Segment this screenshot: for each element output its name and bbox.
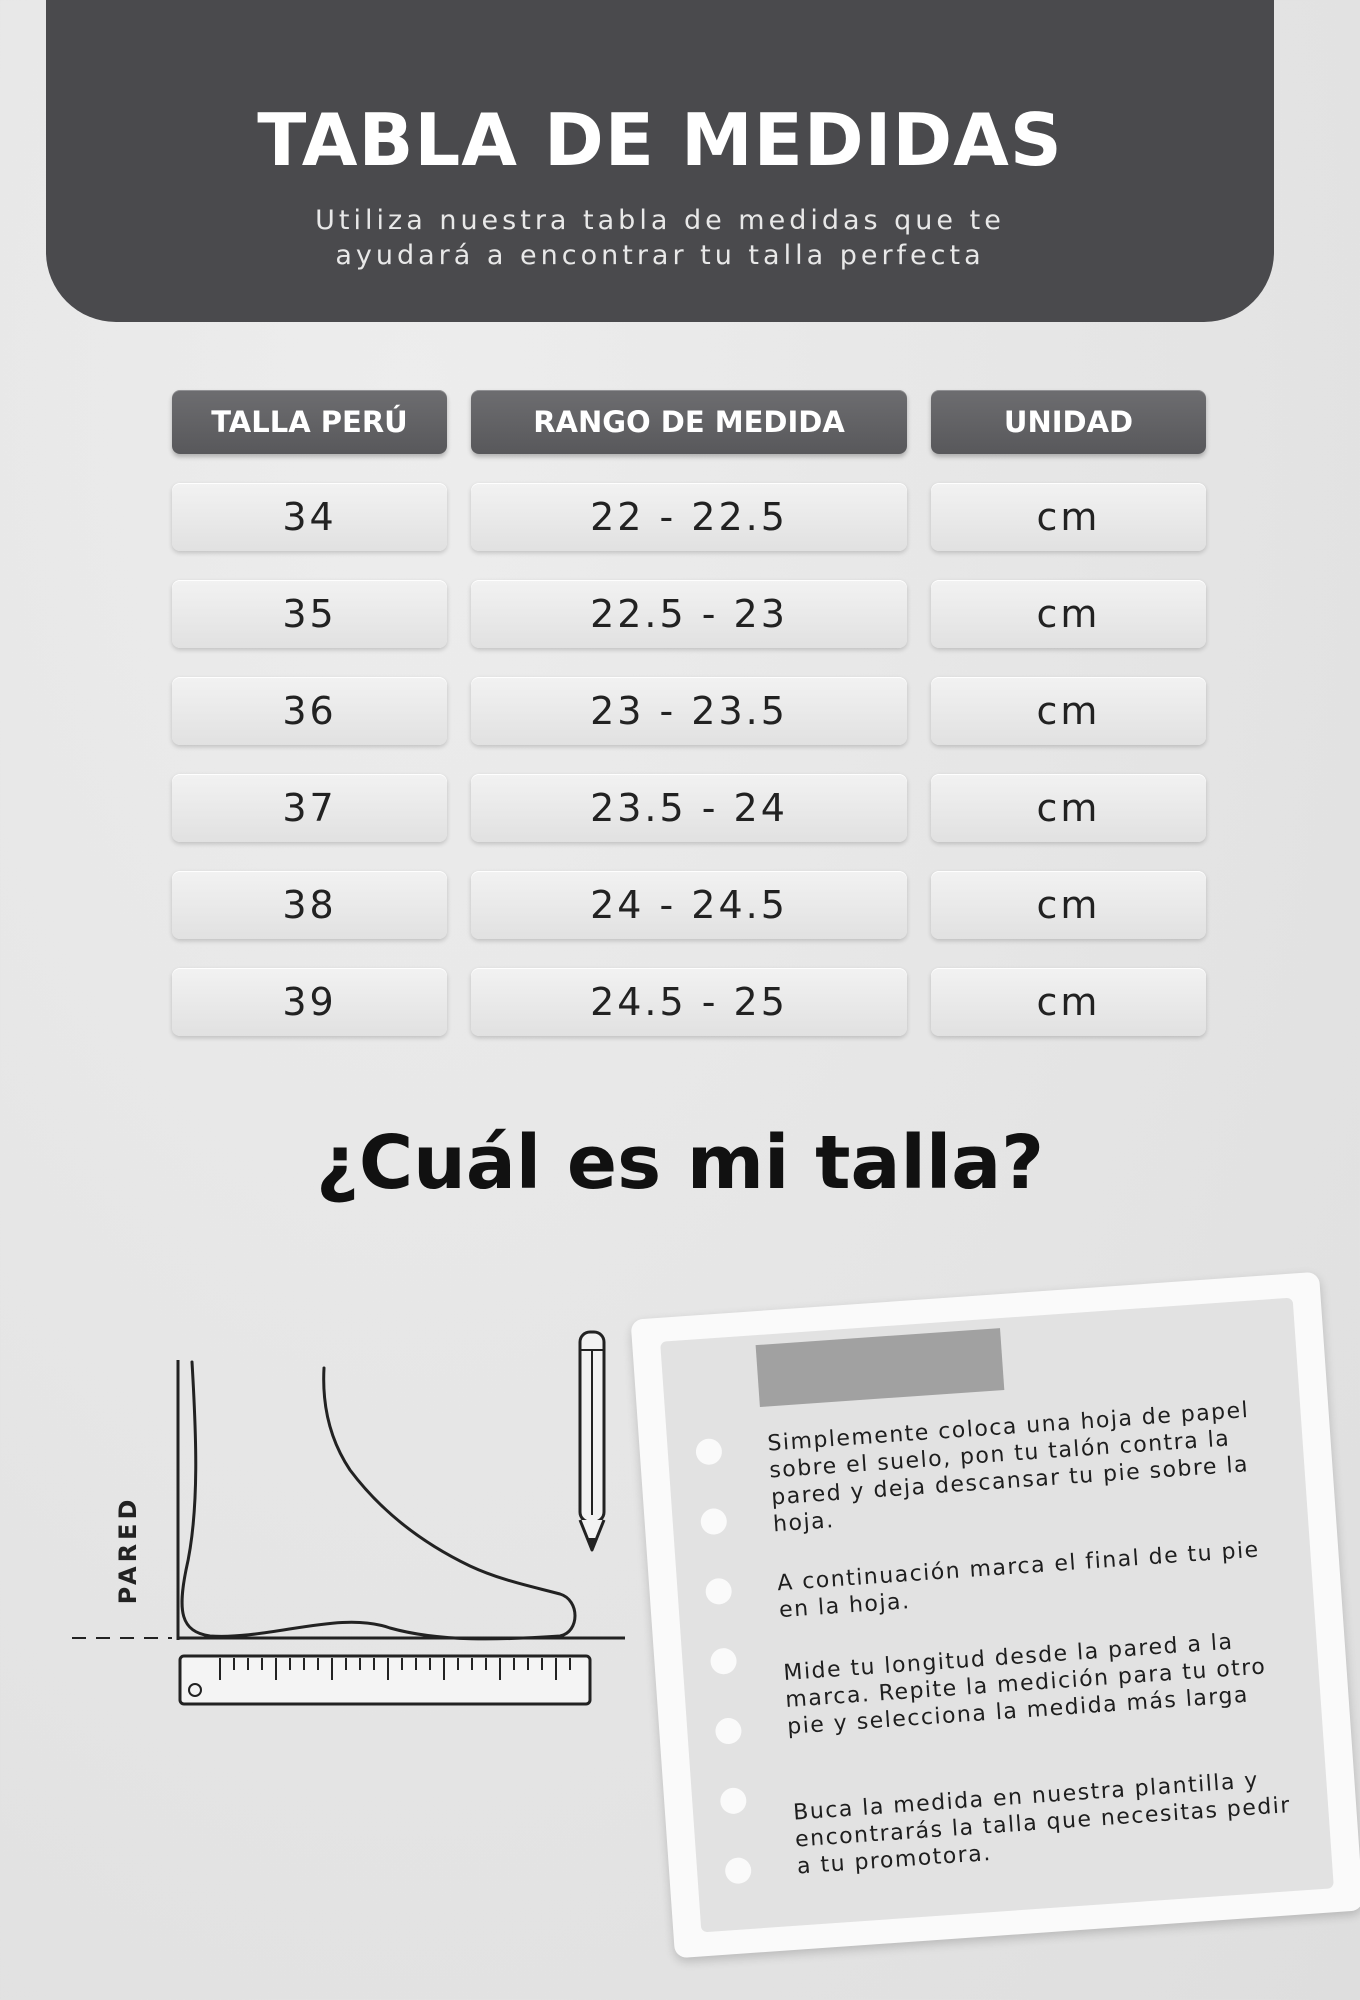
- cell-unidad: cm: [931, 580, 1206, 648]
- cell-rango: 22.5 - 23: [471, 580, 907, 648]
- cell-unidad: cm: [931, 968, 1206, 1036]
- pencil-icon: [578, 1330, 606, 1552]
- table-row: 37 23.5 - 24 cm: [0, 774, 1360, 842]
- binder-hole: [724, 1856, 753, 1885]
- foot-outline-icon: [180, 1360, 577, 1641]
- binder-hole: [719, 1786, 748, 1815]
- table-row: 36 23 - 23.5 cm: [0, 677, 1360, 745]
- cell-unidad: cm: [931, 483, 1206, 551]
- binder-hole: [714, 1717, 743, 1745]
- cell-unidad: cm: [931, 677, 1206, 745]
- column-header-talla: TALLA PERÚ: [172, 390, 447, 454]
- ruler-icon: [178, 1654, 592, 1706]
- note-paper: Simplemente coloca una hoja de papel sob…: [660, 1297, 1334, 1933]
- cell-rango: 23 - 23.5: [471, 677, 907, 745]
- column-header-unidad: UNIDAD: [931, 390, 1206, 454]
- cell-rango: 23.5 - 24: [471, 774, 907, 842]
- instruction-step-2: A continuación marca el final de tu pie …: [776, 1537, 1261, 1624]
- header-banner: TABLA DE MEDIDAS Utiliza nuestra tabla d…: [46, 0, 1274, 322]
- cell-rango: 24.5 - 25: [471, 968, 907, 1036]
- subtitle-line-1: Utiliza nuestra tabla de medidas que te: [315, 205, 1005, 236]
- cell-unidad: cm: [931, 871, 1206, 939]
- cell-talla: 34: [172, 483, 447, 551]
- table-row: 35 22.5 - 23 cm: [0, 580, 1360, 648]
- tape-strip: [755, 1328, 1005, 1408]
- table-row: 38 24 - 24.5 cm: [0, 871, 1360, 939]
- cell-talla: 36: [172, 677, 447, 745]
- question-heading: ¿Cuál es mi talla?: [315, 1120, 1045, 1206]
- cell-rango: 22 - 22.5: [471, 483, 907, 551]
- binder-hole: [709, 1647, 738, 1676]
- instruction-step-1: Simplemente coloca una hoja de papel sob…: [766, 1397, 1251, 1538]
- cell-talla: 37: [172, 774, 447, 842]
- binder-hole: [704, 1577, 733, 1606]
- instruction-step-3: Mide tu longitud desde la pared a la mar…: [782, 1629, 1268, 1740]
- cell-talla: 35: [172, 580, 447, 648]
- cell-talla: 39: [172, 968, 447, 1036]
- subtitle-line-2: ayudará a encontrar tu talla perfecta: [335, 240, 985, 271]
- binder-hole: [695, 1437, 723, 1466]
- page-subtitle: Utiliza nuestra tabla de medidas que te …: [46, 203, 1274, 273]
- column-header-rango: RANGO DE MEDIDA: [471, 390, 907, 454]
- instruction-step-4: Buca la medida en nuestra plantilla y en…: [792, 1768, 1292, 1880]
- foot-measure-diagram: PARED: [72, 1330, 625, 1706]
- wall-label: PARED: [114, 1496, 142, 1605]
- page-title: TABLA DE MEDIDAS: [257, 98, 1063, 182]
- cell-unidad: cm: [931, 774, 1206, 842]
- table-row: 39 24.5 - 25 cm: [0, 968, 1360, 1036]
- cell-talla: 38: [172, 871, 447, 939]
- table-row: 34 22 - 22.5 cm: [0, 483, 1360, 551]
- cell-rango: 24 - 24.5: [471, 871, 907, 939]
- instructions-note: Simplemente coloca una hoja de papel sob…: [630, 1271, 1360, 1959]
- binder-hole: [699, 1507, 728, 1536]
